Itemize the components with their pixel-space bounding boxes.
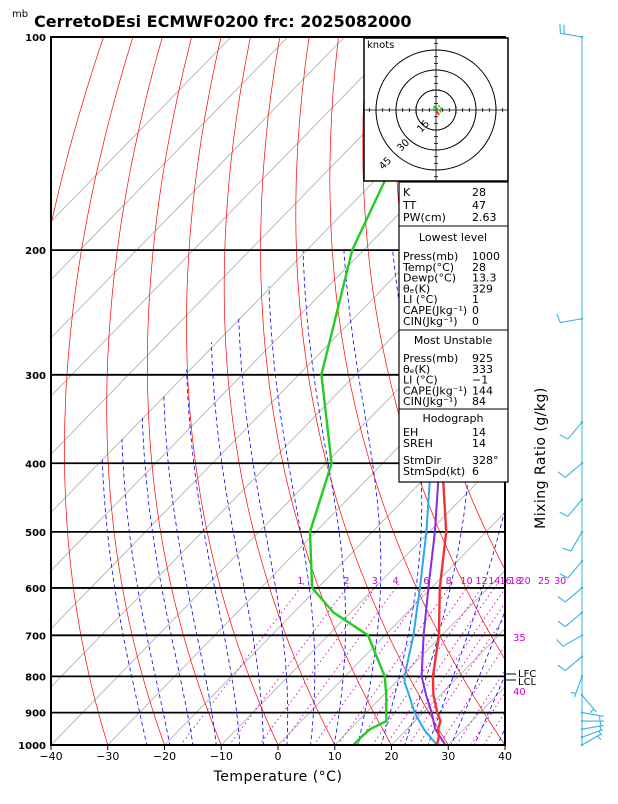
wind-barb [581, 730, 603, 739]
moist-adiabat-line [211, 342, 263, 760]
chart-title: CerretoDEsi ECMWF0200 frc: 2025082000 [34, 12, 412, 31]
mixing-ratio-label: 10 [461, 576, 473, 587]
hodograph-unit-label: knots [367, 40, 394, 51]
pressure-tick-label: 300 [25, 371, 46, 382]
x-tick-label: −40 [39, 750, 62, 763]
pressure-tick-label: 800 [25, 672, 46, 683]
index-label: CIN(Jkg⁻¹) [403, 395, 458, 408]
moist-adiabat-line [344, 250, 381, 760]
x-tick-label: 30 [441, 750, 455, 763]
hodograph-indices-title: Hodograph [423, 412, 484, 425]
lcl-label: LCL [518, 677, 537, 688]
index-label: StmSpd(kt) [403, 465, 465, 478]
dry-adiabat-line [147, 37, 227, 760]
index-label: SREH [403, 437, 433, 450]
x-tick-label: 40 [498, 750, 512, 763]
wind-barb [557, 634, 583, 646]
x-tick-label: 10 [328, 750, 342, 763]
lowest-level-title: Lowest level [419, 231, 487, 244]
index-label: CIN(Jkg⁻¹) [403, 315, 458, 328]
wind-barb [581, 694, 596, 713]
wind-barb [558, 611, 583, 626]
hodograph: knots 15 30 45 [356, 30, 516, 190]
pressure-tick-label: 700 [25, 631, 46, 642]
x-tick-label: −20 [153, 750, 176, 763]
wind-barb [571, 675, 583, 697]
index-value: 0 [472, 315, 479, 328]
wind-barb [558, 587, 583, 602]
dry-adiabat-line [65, 37, 133, 760]
pressure-tick-label: 600 [25, 584, 46, 595]
pressure-tick-label: 500 [25, 528, 46, 539]
k-index-value: 28 [472, 186, 486, 199]
dry-adiabat-grid [20, 37, 618, 760]
mixing-ratio-line [170, 583, 305, 760]
mixing-ratio-label-40: 40 [513, 687, 526, 698]
x-axis-title: Temperature (°C) [213, 769, 343, 785]
mixing-ratio-label: 8 [446, 576, 452, 587]
pressure-unit-label: mb [12, 9, 28, 20]
mixing-ratio-label: 30 [554, 576, 566, 587]
y2-axis-title: Mixing Ratio (g/kg) [533, 387, 549, 529]
x-tick-label: −10 [210, 750, 233, 763]
pressure-tick-label: 100 [25, 33, 46, 44]
moist-adiabat-line [490, 250, 618, 760]
wind-barb [558, 655, 583, 670]
pressure-tick-label: 200 [25, 246, 46, 257]
wind-barb [581, 720, 604, 726]
wind-barb [581, 711, 604, 720]
mixing-ratio-label: 12 [475, 576, 487, 587]
mixing-ratio-label: 20 [519, 576, 531, 587]
wind-barb [581, 734, 601, 746]
dry-adiabat-line [107, 37, 170, 760]
mixing-ratio-label-35: 35 [513, 633, 526, 644]
wind-barb [560, 560, 584, 578]
mixing-ratio-label: 6 [423, 576, 429, 587]
wind-barb [562, 531, 583, 551]
dry-adiabat-line [603, 37, 618, 760]
wind-barb [560, 421, 584, 439]
wind-barb [557, 314, 583, 323]
x-tick-label: 20 [385, 750, 399, 763]
index-value: 84 [472, 395, 486, 408]
moist-adiabat-line [239, 319, 288, 760]
mixing-ratio-label: 2 [343, 576, 349, 587]
pw-value: 2.63 [472, 211, 497, 224]
pw-label: PW(cm) [403, 211, 446, 224]
index-value: 14 [472, 437, 486, 450]
dry-adiabat-line [20, 37, 103, 760]
dry-adiabat-line [544, 37, 618, 760]
indices-panel: K 28 TT 47 PW(cm) 2.63 Lowest level Pres… [399, 182, 508, 482]
x-tick-label: 0 [275, 750, 282, 763]
right-side-labels: 35 40 LFC LCL [505, 633, 537, 698]
k-index-label: K [403, 186, 411, 199]
moist-adiabat-line [164, 395, 218, 760]
wind-barb [560, 24, 583, 38]
pressure-tick-label: 900 [25, 709, 46, 720]
pressure-tick-label: 400 [25, 459, 46, 470]
dry-adiabat-line [515, 37, 618, 760]
wind-profile [557, 24, 604, 746]
index-value: 6 [472, 465, 479, 478]
mixing-ratio-label: 3 [372, 576, 378, 587]
mixing-ratio-label: 1 [297, 576, 303, 587]
dry-adiabat-line [187, 37, 286, 760]
most-unstable-title: Most Unstable [414, 334, 493, 347]
mixing-ratio-label: 25 [538, 576, 550, 587]
x-tick-label: −30 [96, 750, 119, 763]
wind-barb [560, 498, 584, 516]
mixing-ratio-line [248, 583, 378, 760]
dry-adiabat-line [574, 37, 618, 760]
wind-barb [558, 462, 583, 477]
mixing-ratio-label: 4 [393, 576, 399, 587]
moist-adiabat-line [303, 250, 346, 760]
